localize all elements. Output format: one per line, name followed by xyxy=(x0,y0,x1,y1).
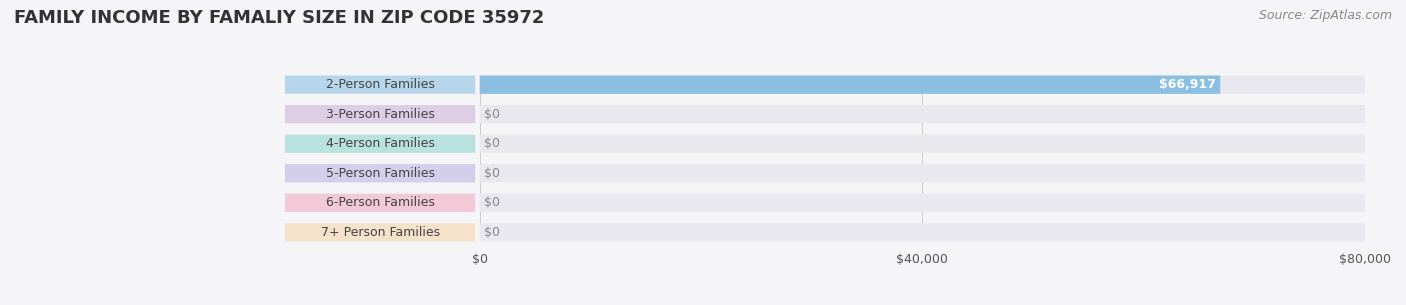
FancyBboxPatch shape xyxy=(479,105,1365,123)
FancyBboxPatch shape xyxy=(285,105,475,123)
FancyBboxPatch shape xyxy=(285,135,475,153)
Text: $66,917: $66,917 xyxy=(1159,78,1216,91)
Text: Source: ZipAtlas.com: Source: ZipAtlas.com xyxy=(1258,9,1392,22)
Text: $0: $0 xyxy=(484,226,501,239)
Text: FAMILY INCOME BY FAMALIY SIZE IN ZIP CODE 35972: FAMILY INCOME BY FAMALIY SIZE IN ZIP COD… xyxy=(14,9,544,27)
Text: $0: $0 xyxy=(484,196,501,209)
FancyBboxPatch shape xyxy=(479,76,1220,94)
Text: 7+ Person Families: 7+ Person Families xyxy=(321,226,440,239)
FancyBboxPatch shape xyxy=(285,194,475,212)
FancyBboxPatch shape xyxy=(479,135,1365,153)
FancyBboxPatch shape xyxy=(479,76,1365,94)
Text: 3-Person Families: 3-Person Families xyxy=(326,108,434,121)
Text: 6-Person Families: 6-Person Families xyxy=(326,196,434,209)
FancyBboxPatch shape xyxy=(285,223,475,242)
Text: 4-Person Families: 4-Person Families xyxy=(326,137,434,150)
FancyBboxPatch shape xyxy=(479,223,1365,242)
Text: 5-Person Families: 5-Person Families xyxy=(326,167,434,180)
FancyBboxPatch shape xyxy=(285,76,475,94)
Text: $0: $0 xyxy=(484,108,501,121)
FancyBboxPatch shape xyxy=(479,194,1365,212)
FancyBboxPatch shape xyxy=(479,164,1365,182)
Text: 2-Person Families: 2-Person Families xyxy=(326,78,434,91)
Text: $0: $0 xyxy=(484,167,501,180)
FancyBboxPatch shape xyxy=(285,164,475,182)
Text: $0: $0 xyxy=(484,137,501,150)
